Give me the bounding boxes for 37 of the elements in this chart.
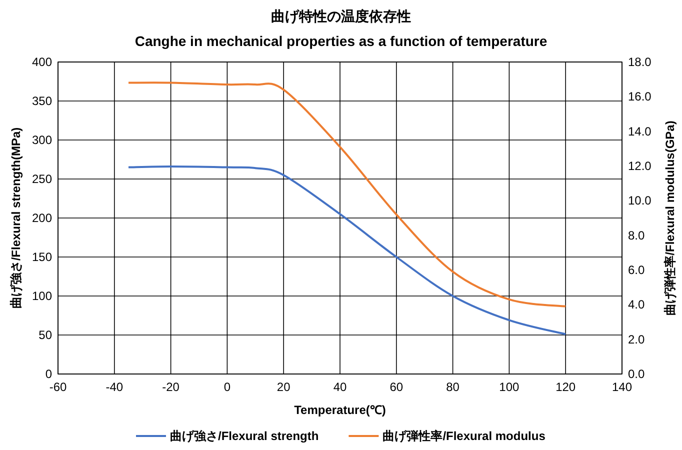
x-tick-label: 0 bbox=[224, 380, 231, 394]
y-tick-label: 100 bbox=[32, 289, 52, 303]
x-tick-label: 60 bbox=[390, 380, 404, 394]
y2-tick-label: 16.0 bbox=[628, 90, 652, 104]
x-tick-label: 80 bbox=[446, 380, 460, 394]
y-tick-label: 400 bbox=[32, 55, 52, 69]
legend-label: 曲げ強さ/Flexural strength bbox=[170, 429, 319, 443]
y2-tick-label: 8.0 bbox=[628, 228, 646, 242]
y-tick-label: 50 bbox=[38, 328, 52, 342]
legend-label: 曲げ弾性率/Flexural modulus bbox=[382, 429, 546, 443]
x-tick-label: -20 bbox=[162, 380, 180, 394]
y2-tick-label: 12.0 bbox=[628, 159, 652, 173]
x-tick-label: -40 bbox=[106, 380, 124, 394]
y-tick-label: 250 bbox=[32, 172, 52, 186]
y-tick-label: 350 bbox=[32, 94, 52, 108]
x-tick-label: 140 bbox=[612, 380, 632, 394]
y-tick-label: 150 bbox=[32, 250, 52, 264]
y-tick-label: 0 bbox=[45, 367, 52, 381]
x-axis-title: Temperature(℃) bbox=[294, 403, 386, 417]
chart-title: 曲げ特性の温度依存性 bbox=[271, 8, 411, 24]
x-tick-label: 100 bbox=[499, 380, 520, 394]
y2-tick-label: 4.0 bbox=[628, 298, 646, 312]
x-tick-label: -60 bbox=[49, 380, 67, 394]
x-tick-label: 40 bbox=[333, 380, 347, 394]
y2-tick-label: 0.0 bbox=[628, 367, 646, 381]
y-axis-title: 曲げ強さ/Flexural strength(MPa) bbox=[9, 127, 23, 309]
x-tick-label: 120 bbox=[556, 380, 576, 394]
y2-tick-label: 6.0 bbox=[628, 263, 646, 277]
chart-subtitle: Canghe in mechanical properties as a function of temperature bbox=[134, 33, 548, 49]
y2-tick-label: 18.0 bbox=[628, 55, 652, 69]
y-tick-label: 200 bbox=[32, 211, 52, 225]
y2-tick-label: 10.0 bbox=[628, 194, 652, 208]
y-tick-label: 300 bbox=[32, 133, 52, 147]
x-tick-label: 20 bbox=[276, 380, 291, 394]
y2-axis-title: 曲げ弾性率/Flexural modulus(GPa) bbox=[663, 120, 677, 316]
y2-tick-label: 14.0 bbox=[628, 124, 652, 138]
y2-tick-label: 2.0 bbox=[628, 332, 646, 346]
